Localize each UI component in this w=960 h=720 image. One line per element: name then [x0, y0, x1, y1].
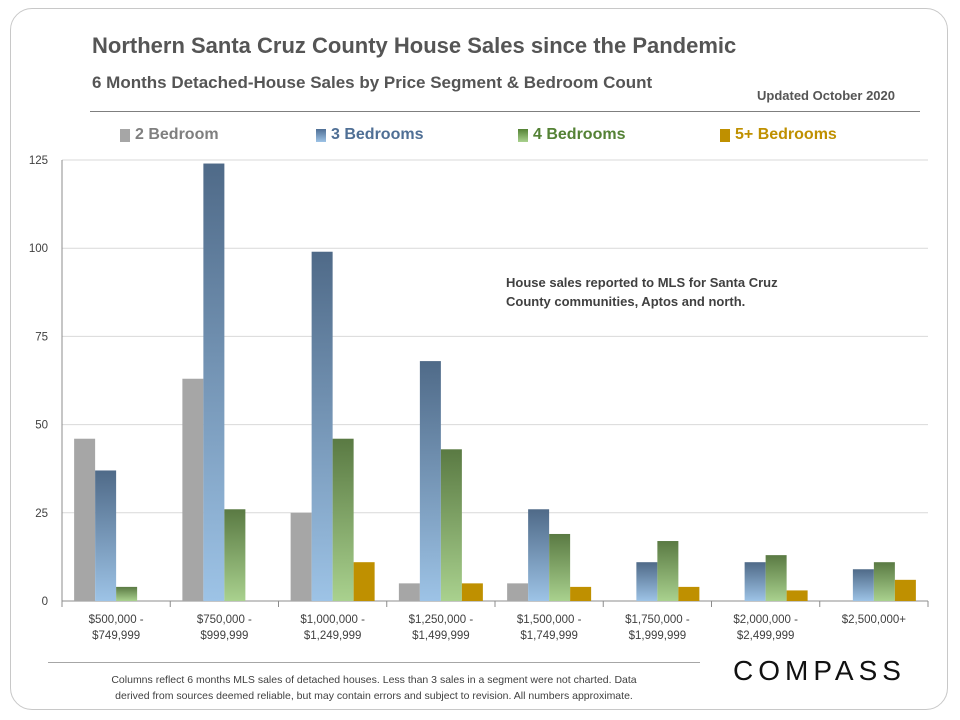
bar-4-bedrooms: [657, 541, 679, 601]
bar-5-bedrooms: [353, 562, 375, 601]
bar-4-bedrooms: [549, 533, 571, 601]
bar-5-bedrooms: [894, 579, 916, 601]
x-tick-label: $1,500,000 -: [517, 614, 582, 626]
x-tick-label: $2,499,999: [737, 630, 795, 642]
footer-divider: [48, 662, 700, 663]
chart-subtitle: 6 Months Detached-House Sales by Price S…: [92, 73, 653, 92]
bar-4-bedrooms: [440, 449, 462, 601]
bar-5-bedrooms: [461, 583, 483, 601]
y-tick-label: 75: [35, 331, 48, 343]
bar-5-bedrooms: [678, 586, 700, 601]
bar-3-bedrooms: [744, 562, 766, 601]
y-tick-label: 25: [35, 508, 48, 520]
x-tick-label: $2,500,000+: [842, 614, 907, 626]
x-tick-label: $1,749,999: [520, 630, 578, 642]
y-tick-label: 50: [35, 420, 48, 432]
legend-item-2-bedroom: 2 Bedroom: [120, 124, 219, 146]
bar-3-bedrooms: [528, 509, 550, 601]
x-tick-label: $2,000,000 -: [733, 614, 798, 626]
bar-4-bedrooms: [765, 555, 787, 601]
legend-swatch-4-bedrooms: [518, 128, 528, 142]
legend-label-5-bedrooms: 5+ Bedrooms: [735, 126, 837, 143]
legend-label-4-bedrooms: 4 Bedrooms: [533, 126, 626, 143]
bar-2-bedroom: [398, 583, 420, 601]
legend-item-4-bedrooms: 4 Bedrooms: [518, 124, 625, 146]
legend-swatch-5-bedrooms: [720, 128, 730, 142]
x-tick-label: $1,249,999: [304, 630, 362, 642]
x-tick-label: $749,999: [92, 630, 140, 642]
bar-3-bedrooms: [852, 569, 874, 601]
legend-label-2-bedroom: 2 Bedroom: [135, 126, 219, 143]
legend-swatch-2-bedroom: [120, 128, 130, 142]
footnote: Columns reflect 6 months MLS sales of de…: [48, 672, 700, 704]
bar-3-bedrooms: [95, 470, 117, 601]
x-tick-label: $1,999,999: [629, 630, 687, 642]
bar-4-bedrooms: [873, 562, 895, 601]
x-tick-label: $750,000 -: [197, 614, 252, 626]
x-tick-label: $999,999: [200, 630, 248, 642]
bar-3-bedrooms: [203, 163, 225, 601]
legend-item-3-bedrooms: 3 Bedrooms: [316, 124, 423, 146]
annotation-line-1: House sales reported to MLS for Santa Cr…: [506, 275, 778, 290]
bar-2-bedroom: [290, 512, 312, 601]
bar-3-bedrooms: [419, 361, 441, 601]
bar-5-bedrooms: [570, 586, 592, 601]
y-tick-label: 0: [42, 596, 48, 608]
slide-frame: [10, 8, 948, 710]
header-divider: [90, 111, 920, 112]
x-tick-label: $1,250,000 -: [409, 614, 474, 626]
x-tick-label: $1,000,000 -: [300, 614, 365, 626]
legend-swatch-3-bedrooms: [316, 128, 326, 142]
x-tick-label: $1,750,000 -: [625, 614, 690, 626]
footnote-line-1: Columns reflect 6 months MLS sales of de…: [111, 674, 637, 686]
updated-date: Updated October 2020: [757, 88, 895, 103]
bar-2-bedroom: [507, 583, 529, 601]
bar-5-bedrooms: [786, 590, 808, 601]
bar-4-bedrooms: [224, 509, 246, 601]
x-tick-label: $1,499,999: [412, 630, 470, 642]
chart-annotation: House sales reported to MLS for Santa Cr…: [506, 273, 826, 311]
y-tick-label: 100: [29, 243, 48, 255]
bar-4-bedrooms: [332, 438, 354, 601]
bar-3-bedrooms: [311, 251, 333, 601]
bar-4-bedrooms: [116, 586, 138, 601]
bar-2-bedroom: [182, 378, 204, 601]
compass-logo: COMPASS: [733, 655, 906, 686]
footnote-line-2: derived from sources deemed reliable, bu…: [115, 690, 633, 702]
chart-title: Northern Santa Cruz County House Sales s…: [92, 33, 737, 58]
bar-2-bedroom: [74, 438, 96, 601]
y-tick-label: 125: [29, 155, 48, 167]
legend-label-3-bedrooms: 3 Bedrooms: [331, 126, 424, 143]
legend-item-5-bedrooms: 5+ Bedrooms: [720, 124, 837, 146]
x-tick-label: $500,000 -: [89, 614, 144, 626]
annotation-line-2: County communities, Aptos and north.: [506, 294, 746, 309]
bar-3-bedrooms: [636, 562, 658, 601]
